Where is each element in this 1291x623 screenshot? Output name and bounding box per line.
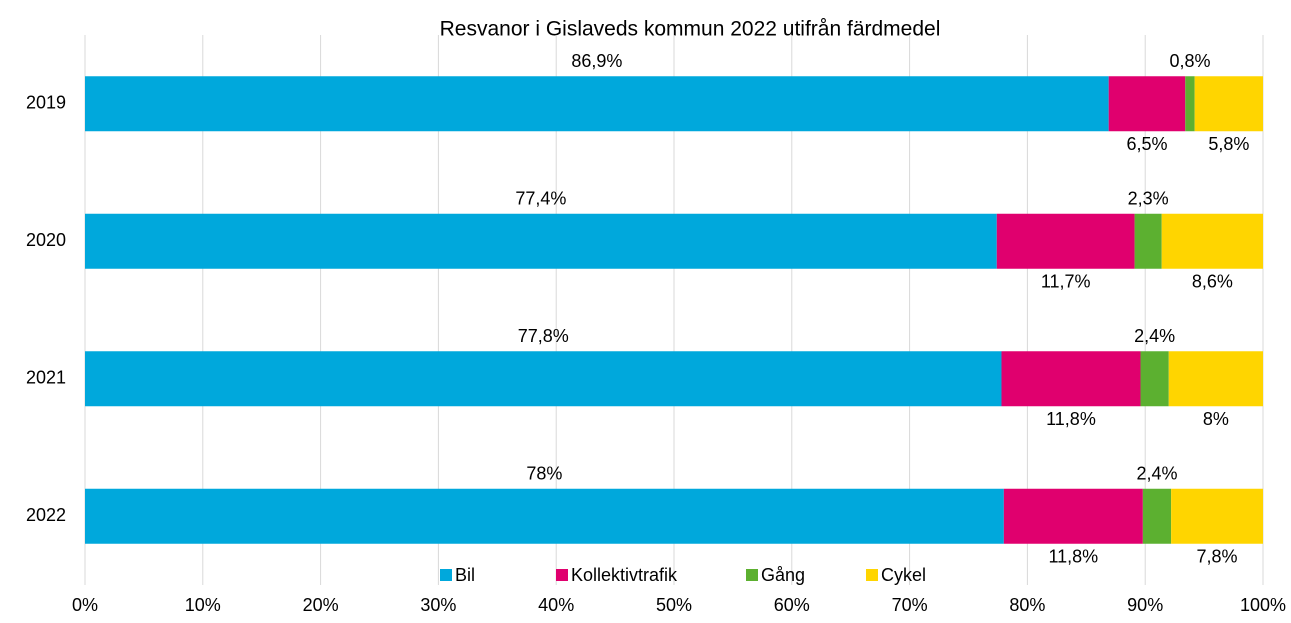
bar-segment — [85, 76, 1109, 132]
x-tick-label: 60% — [774, 595, 810, 615]
bar-segment — [1194, 76, 1263, 132]
bar-segment — [1108, 76, 1186, 132]
legend-swatch — [556, 569, 568, 581]
data-label: 0,8% — [1169, 51, 1210, 71]
x-tick-label: 70% — [892, 595, 928, 615]
legend-label: Bil — [455, 565, 475, 585]
legend-label: Gång — [761, 565, 805, 585]
legend-swatch — [440, 569, 452, 581]
data-label: 2,4% — [1134, 326, 1175, 346]
chart-title: Resvanor i Gislaveds kommun 2022 utifrån… — [440, 18, 941, 41]
legend-swatch — [866, 569, 878, 581]
bar-segment — [1140, 351, 1169, 407]
data-label: 86,9% — [571, 51, 622, 71]
data-label: 2,4% — [1136, 464, 1177, 484]
x-tick-label: 100% — [1240, 595, 1286, 615]
x-tick-label: 50% — [656, 595, 692, 615]
bar-segment — [1003, 488, 1143, 544]
bar-segment — [1134, 213, 1162, 269]
data-label: 77,8% — [518, 326, 569, 346]
y-tick-label: 2022 — [26, 505, 66, 525]
data-label: 7,8% — [1197, 547, 1238, 567]
data-label: 11,8% — [1046, 409, 1096, 429]
bar-segment — [1001, 351, 1141, 407]
data-label: 2,3% — [1128, 189, 1169, 209]
x-tick-label: 40% — [538, 595, 574, 615]
legend-label: Kollektivtrafik — [571, 565, 678, 585]
x-tick-label: 20% — [303, 595, 339, 615]
bar-segment — [85, 351, 1002, 407]
data-label: 78% — [526, 464, 562, 484]
bar-segment — [1161, 213, 1263, 269]
bar-segment — [1171, 488, 1263, 544]
data-label: 77,4% — [515, 189, 566, 209]
bar-segment — [1168, 351, 1263, 407]
bar-segment — [1142, 488, 1172, 544]
legend-swatch — [746, 569, 758, 581]
bar-segment — [996, 213, 1135, 269]
data-label: 8% — [1203, 409, 1229, 429]
x-tick-label: 90% — [1127, 595, 1163, 615]
legend-label: Cykel — [881, 565, 926, 585]
data-label: 8,6% — [1192, 272, 1233, 292]
y-tick-label: 2020 — [26, 230, 66, 250]
bar-segment — [1185, 76, 1195, 132]
data-label: 11,7% — [1041, 272, 1091, 292]
x-tick-label: 10% — [185, 595, 221, 615]
bar-segment — [85, 488, 1004, 544]
x-tick-label: 0% — [72, 595, 98, 615]
y-tick-label: 2021 — [26, 368, 66, 388]
data-label: 11,8% — [1048, 547, 1098, 567]
x-tick-label: 30% — [420, 595, 456, 615]
x-tick-label: 80% — [1009, 595, 1045, 615]
y-tick-label: 2019 — [26, 93, 66, 113]
data-label: 5,8% — [1208, 134, 1249, 154]
bar-segment — [85, 213, 997, 269]
data-label: 6,5% — [1126, 134, 1167, 154]
